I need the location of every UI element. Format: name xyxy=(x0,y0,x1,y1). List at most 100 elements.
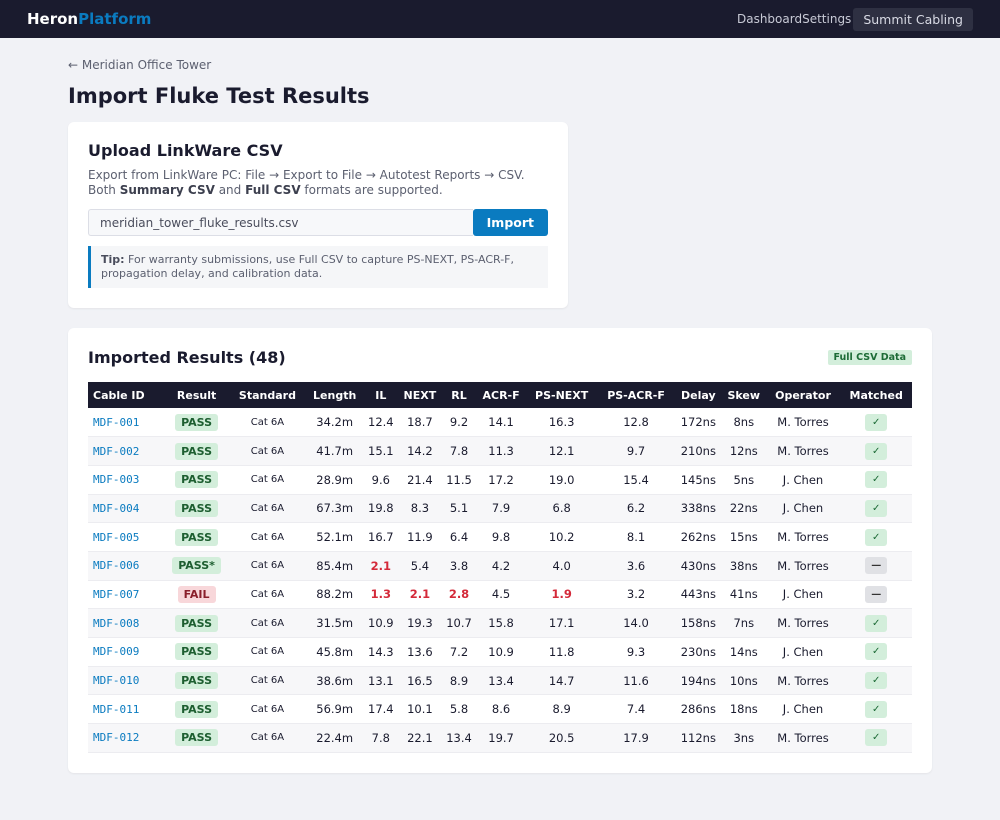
cell-il: 13.1 xyxy=(363,666,398,696)
cell-ps-acr-f: 6.2 xyxy=(597,494,675,524)
cell-rl: 9.2 xyxy=(441,408,477,438)
table-row[interactable]: MDF-001 PASS Cat 6A 34.2m 12.4 18.7 9.2 14.1 16.… xyxy=(88,408,912,438)
cell-delay: 172ns xyxy=(674,408,722,438)
cell-ps-next: 14.7 xyxy=(525,666,598,696)
cell-cable-id[interactable]: MDF-009 xyxy=(88,637,164,667)
cell-operator: J. Chen xyxy=(765,637,841,667)
column-header[interactable]: Cable ID xyxy=(88,382,164,408)
cell-skew: 38ns xyxy=(721,551,766,581)
matched-check-icon[interactable]: ✓ xyxy=(865,413,888,431)
cell-length: 22.4m xyxy=(305,723,364,753)
cell-delay: 158ns xyxy=(674,608,722,638)
tip-label: Tip: xyxy=(101,253,125,266)
result-badge: PASS xyxy=(175,442,219,460)
cell-result: PASS xyxy=(163,666,230,696)
column-header[interactable]: IL xyxy=(363,382,398,408)
table-row[interactable]: MDF-005 PASS Cat 6A 52.1m 16.7 11.9 6.4 9.8 10.2… xyxy=(88,522,912,552)
matched-check-icon[interactable]: ✓ xyxy=(865,499,888,517)
cell-standard: Cat 6A xyxy=(229,637,306,667)
cell-cable-id[interactable]: MDF-003 xyxy=(88,465,164,495)
cell-cable-id[interactable]: MDF-002 xyxy=(88,436,164,466)
table-row[interactable]: MDF-008 PASS Cat 6A 31.5m 10.9 19.3 10.7 15.8 17… xyxy=(88,608,912,638)
desc-line-2: Both Summary CSV and Full CSV formats ar… xyxy=(88,183,548,198)
cell-ps-acr-f: 7.4 xyxy=(597,694,675,725)
table-row[interactable]: MDF-012 PASS Cat 6A 22.4m 7.8 22.1 13.4 19.7 20.… xyxy=(88,723,912,753)
cell-matched: ✓ xyxy=(840,637,912,667)
column-header[interactable]: RL xyxy=(441,382,477,408)
cell-result: PASS xyxy=(163,522,230,552)
org-switcher[interactable]: Summit Cabling xyxy=(853,7,973,31)
cell-ps-next: 19.0 xyxy=(525,465,598,495)
cell-il: 19.8 xyxy=(363,494,398,524)
table-row[interactable]: MDF-003 PASS Cat 6A 28.9m 9.6 21.4 11.5 17.2 19.… xyxy=(88,465,912,495)
cell-cable-id[interactable]: MDF-004 xyxy=(88,494,164,524)
cell-cable-id[interactable]: MDF-008 xyxy=(88,608,164,638)
cell-delay: 230ns xyxy=(674,637,722,667)
cell-cable-id[interactable]: MDF-012 xyxy=(88,723,164,753)
cell-acr-f: 11.3 xyxy=(476,436,526,466)
cell-acr-f: 4.2 xyxy=(476,551,526,581)
matched-check-icon[interactable]: ✓ xyxy=(865,528,888,546)
table-row[interactable]: MDF-007 FAIL Cat 6A 88.2m 1.3 2.1 2.8 4.5 1.9 3.2… xyxy=(88,580,912,610)
cell-length: 34.2m xyxy=(305,408,364,438)
desc-text: and xyxy=(214,183,246,197)
matched-check-icon[interactable]: ✓ xyxy=(865,471,888,489)
matched-check-icon[interactable]: ✓ xyxy=(865,729,888,747)
results-card: Imported Results (48) Full CSV Data Cabl… xyxy=(68,328,932,773)
nav-dashboard[interactable]: Dashboard xyxy=(736,12,803,26)
cell-ps-acr-f: 9.7 xyxy=(597,436,675,466)
column-header[interactable]: Matched xyxy=(840,382,912,408)
cell-cable-id[interactable]: MDF-007 xyxy=(88,580,164,610)
table-row[interactable]: MDF-002 PASS Cat 6A 41.7m 15.1 14.2 7.8 11.3 12.… xyxy=(88,436,912,466)
cell-ps-acr-f: 14.0 xyxy=(597,608,675,638)
cell-il: 9.6 xyxy=(363,465,398,495)
column-header[interactable]: Delay xyxy=(674,382,722,408)
cell-next: 14.2 xyxy=(397,436,442,466)
cell-cable-id[interactable]: MDF-010 xyxy=(88,666,164,696)
cell-cable-id[interactable]: MDF-005 xyxy=(88,522,164,552)
cell-cable-id[interactable]: MDF-006 xyxy=(88,551,164,581)
desc-full-csv: Full CSV xyxy=(245,183,301,197)
column-header[interactable]: Skew xyxy=(721,382,766,408)
matched-check-icon[interactable]: ✓ xyxy=(865,643,888,661)
table-row[interactable]: MDF-006 PASS* Cat 6A 85.4m 2.1 5.4 3.8 4.2 4.0 3.… xyxy=(88,551,912,581)
matched-check-icon[interactable]: ✓ xyxy=(865,614,888,632)
matched-check-icon[interactable]: ✓ xyxy=(865,442,888,460)
cell-cable-id[interactable]: MDF-001 xyxy=(88,408,164,438)
nav-settings[interactable]: Settings xyxy=(802,12,852,26)
unmatched-dash-icon[interactable]: — xyxy=(865,557,888,575)
table-row[interactable]: MDF-010 PASS Cat 6A 38.6m 13.1 16.5 8.9 13.4 14.… xyxy=(88,666,912,696)
cell-rl: 7.8 xyxy=(441,436,477,466)
column-header[interactable]: NEXT xyxy=(397,382,442,408)
cell-ps-next: 10.2 xyxy=(525,522,598,552)
file-input[interactable]: meridian_tower_fluke_results.csv xyxy=(88,209,473,236)
table-row[interactable]: MDF-011 PASS Cat 6A 56.9m 17.4 10.1 5.8 8.6 8.9 7… xyxy=(88,694,912,725)
cell-acr-f: 14.1 xyxy=(476,408,526,438)
column-header[interactable]: PS-ACR-F xyxy=(597,382,675,408)
unmatched-dash-icon[interactable]: — xyxy=(865,585,888,603)
cell-matched: ✓ xyxy=(840,666,912,696)
column-header[interactable]: Operator xyxy=(765,382,841,408)
column-header[interactable]: Length xyxy=(305,382,364,408)
import-button[interactable]: Import xyxy=(472,209,548,236)
column-header[interactable]: ACR-F xyxy=(476,382,526,408)
brand-logo[interactable]: HeronPlatform xyxy=(27,10,151,28)
cell-acr-f: 9.8 xyxy=(476,522,526,552)
matched-check-icon[interactable]: ✓ xyxy=(865,672,888,690)
result-badge: PASS xyxy=(175,643,219,661)
cell-cable-id[interactable]: MDF-011 xyxy=(88,694,164,725)
column-header[interactable]: Standard xyxy=(229,382,306,408)
column-header[interactable]: PS-NEXT xyxy=(525,382,598,408)
column-header[interactable]: Result xyxy=(163,382,230,408)
back-link[interactable]: ← Meridian Office Tower xyxy=(68,58,212,72)
full-csv-badge: Full CSV Data xyxy=(827,350,912,365)
result-badge: PASS xyxy=(175,729,219,747)
cell-rl: 5.1 xyxy=(441,494,477,524)
cell-next: 8.3 xyxy=(397,494,442,524)
cell-delay: 286ns xyxy=(674,694,722,725)
cell-operator: J. Chen xyxy=(765,694,841,725)
table-row[interactable]: MDF-009 PASS Cat 6A 45.8m 14.3 13.6 7.2 10.9 11.… xyxy=(88,637,912,667)
table-row[interactable]: MDF-004 PASS Cat 6A 67.3m 19.8 8.3 5.1 7.9 6.8 6.… xyxy=(88,494,912,524)
cell-length: 52.1m xyxy=(305,522,364,552)
matched-check-icon[interactable]: ✓ xyxy=(865,700,888,718)
